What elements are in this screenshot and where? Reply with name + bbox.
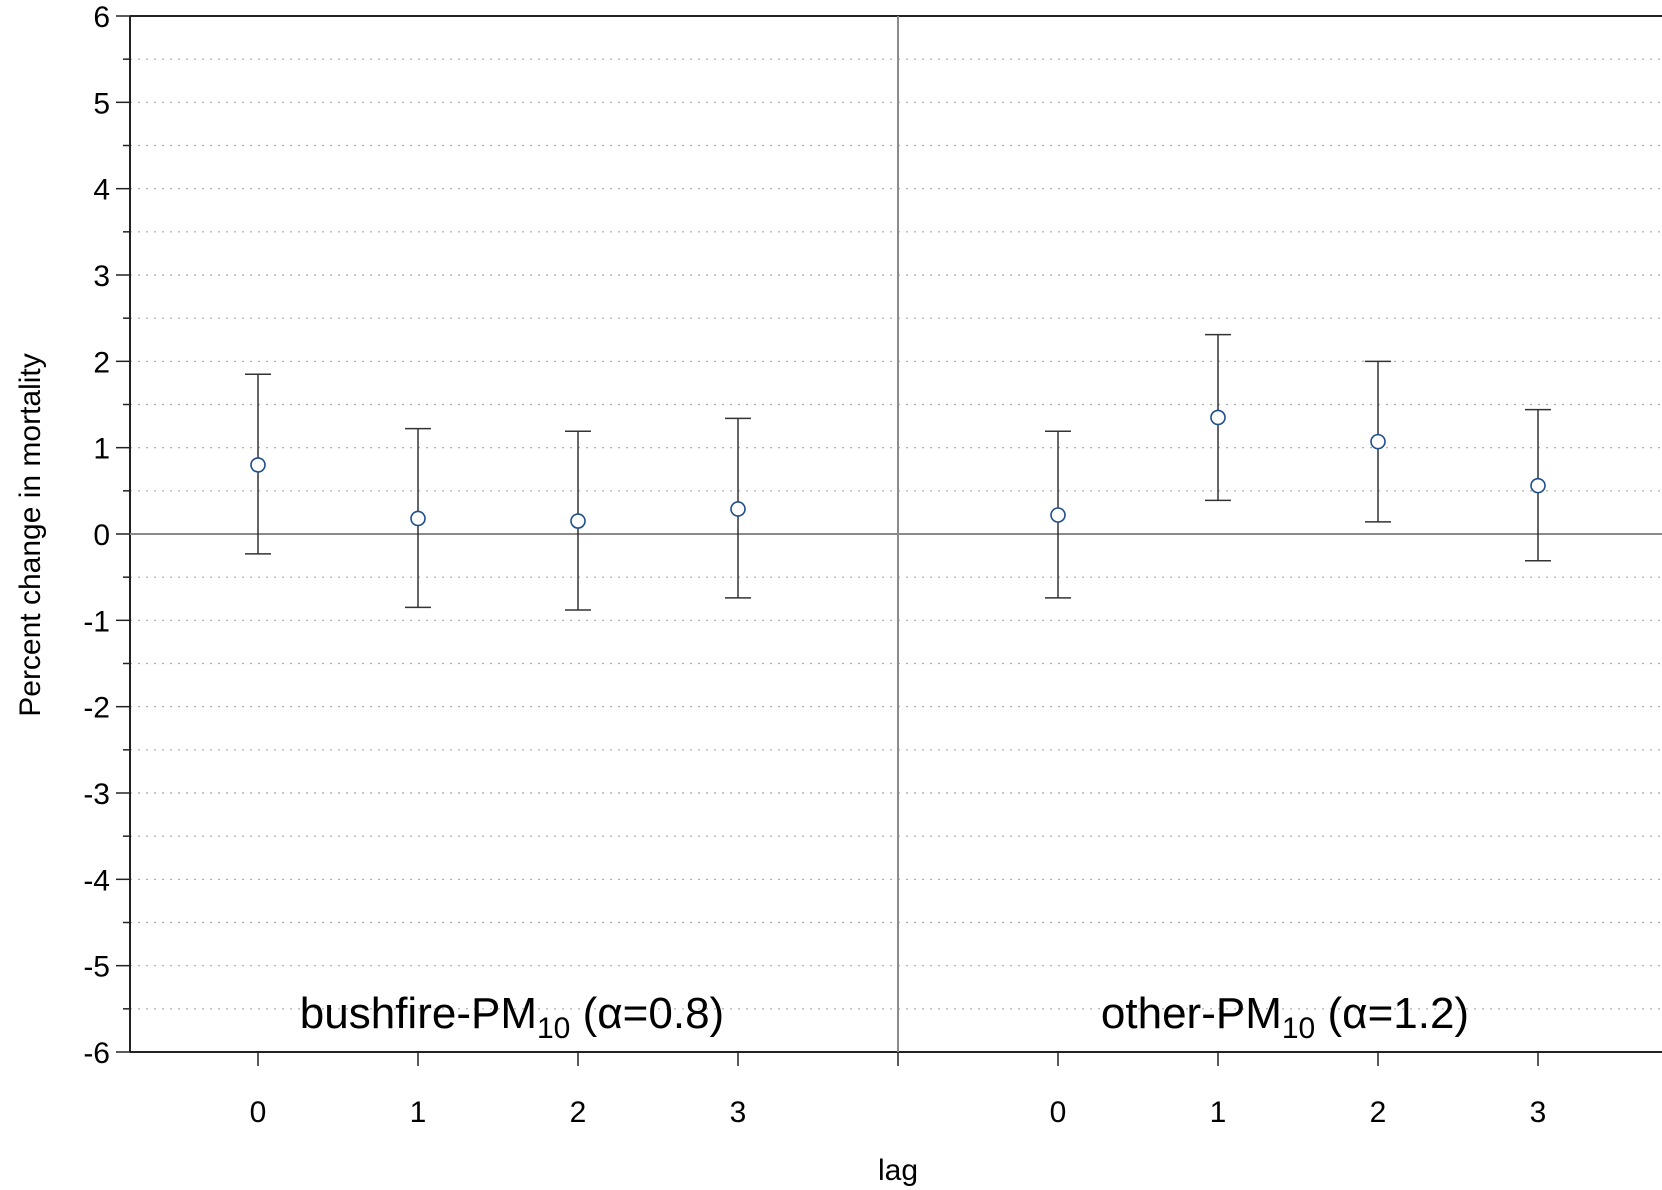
x-tick-label: 1 — [410, 1096, 427, 1129]
estimate-point — [1370, 433, 1386, 450]
estimate-point — [570, 513, 586, 529]
panel-label-tail: (α=0.8) — [570, 989, 724, 1038]
estimate-point — [1050, 507, 1066, 523]
x-tick-label: 3 — [1530, 1096, 1547, 1129]
y-tick-label: 6 — [93, 1, 110, 34]
x-axis: 0 1 2 3 0 1 2 3 — [250, 1052, 1547, 1129]
x-tick-label: 1 — [1210, 1096, 1227, 1129]
x-axis-title: lag — [878, 1154, 918, 1187]
panel-label-main: bushfire-PM — [300, 989, 537, 1038]
y-tick-label: -4 — [83, 864, 110, 897]
estimate-point — [250, 457, 266, 473]
y-tick-label: 5 — [93, 87, 110, 120]
y-tick-label: -3 — [83, 778, 110, 811]
estimate-point — [1210, 409, 1226, 426]
panel-label-subscript: 10 — [537, 1012, 570, 1045]
x-tick-label: 2 — [1370, 1096, 1387, 1129]
y-axis: 6 5 4 3 2 1 0 -1 -2 -3 -4 -5 -6 — [83, 1, 130, 1070]
panel-label-subscript: 10 — [1282, 1012, 1315, 1045]
y-tick-label: -5 — [83, 951, 110, 984]
panel-label-other: other-PM10 (α=1.2) — [1101, 989, 1469, 1045]
y-tick-label: -1 — [83, 605, 110, 638]
x-tick-label: 2 — [570, 1096, 587, 1129]
y-tick-label: 3 — [93, 260, 110, 293]
panel-label-bushfire: bushfire-PM10 (α=0.8) — [300, 989, 724, 1045]
y-tick-label: -2 — [83, 692, 110, 725]
y-tick-label: 0 — [93, 519, 110, 552]
y-tick-label: 1 — [93, 433, 110, 466]
panel-label-main: other-PM — [1101, 989, 1282, 1038]
data-marks — [245, 333, 1551, 611]
y-tick-label: -6 — [83, 1037, 110, 1070]
y-tick-label: 4 — [93, 174, 110, 207]
x-tick-label: 0 — [250, 1096, 267, 1129]
x-tick-label: 0 — [1050, 1096, 1067, 1129]
plot-frame — [129, 15, 1662, 1053]
estimate-point — [730, 501, 746, 517]
estimate-point — [410, 510, 426, 527]
y-tick-label: 2 — [93, 346, 110, 379]
estimate-point — [1530, 477, 1546, 494]
x-tick-label: 3 — [730, 1096, 747, 1129]
y-axis-title: Percent change in mortality — [14, 353, 47, 717]
panel-label-tail: (α=1.2) — [1315, 989, 1469, 1038]
